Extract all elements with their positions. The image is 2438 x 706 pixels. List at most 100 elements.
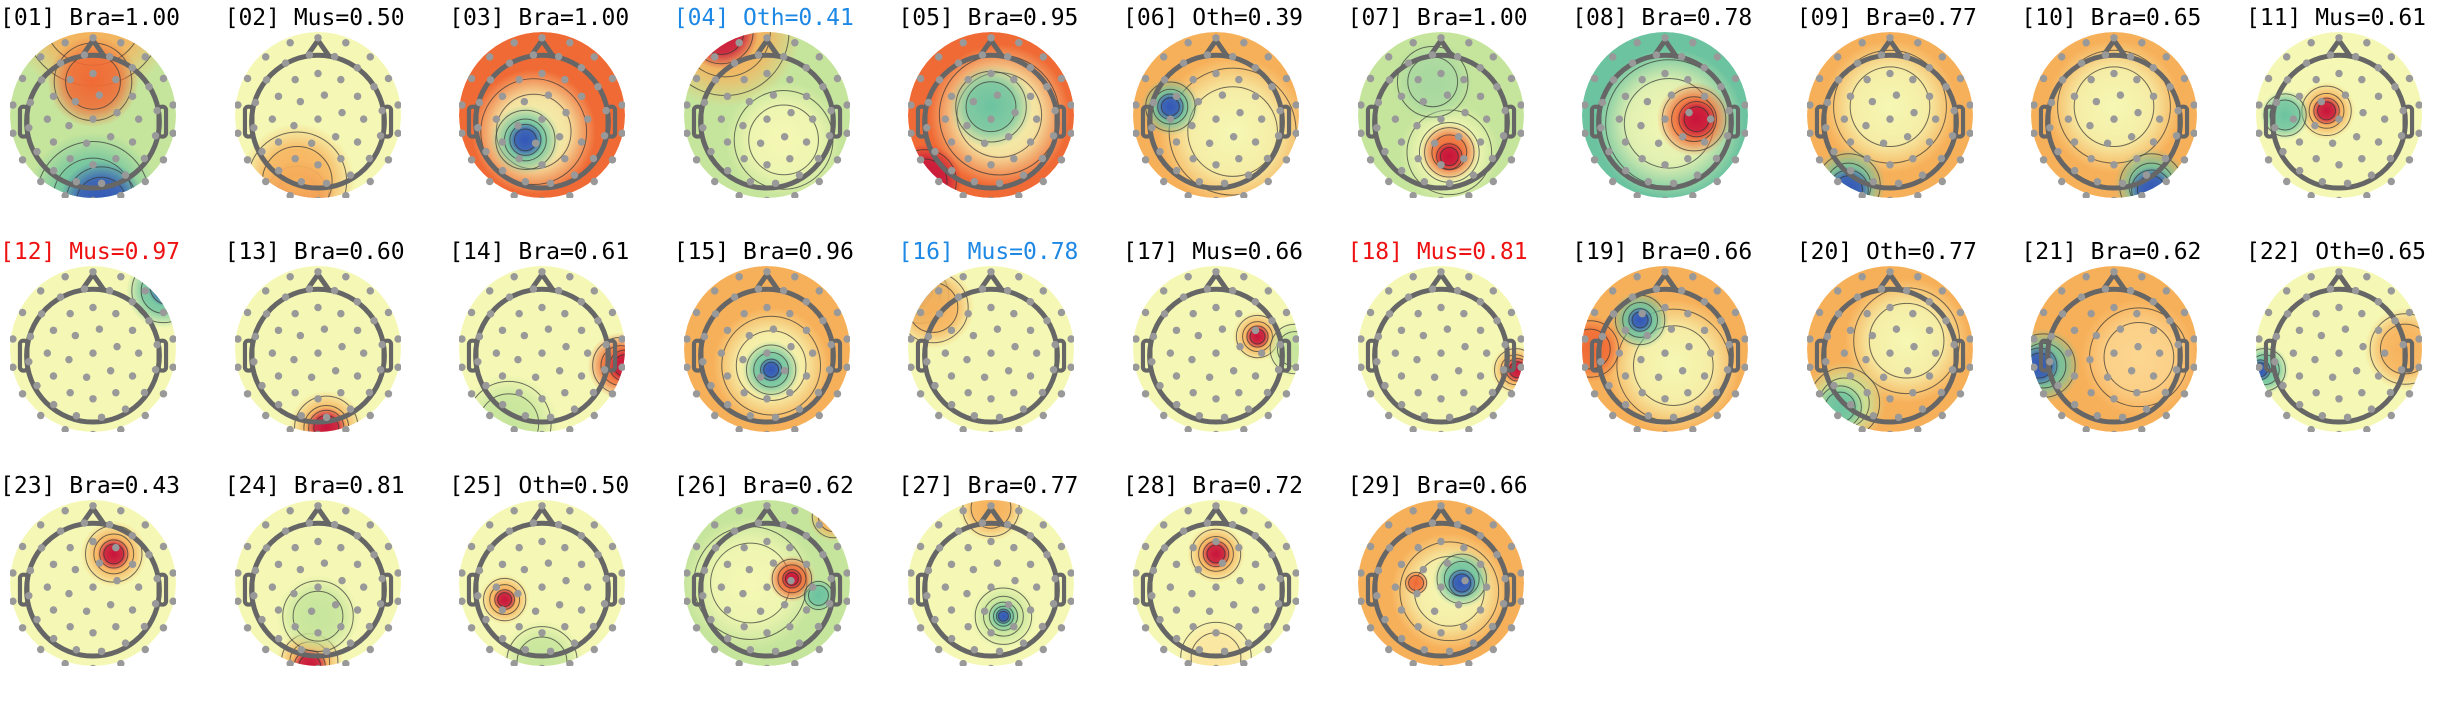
electrode: [763, 629, 771, 637]
electrode: [2048, 98, 2056, 107]
electrode: [2264, 308, 2273, 317]
electrode: [566, 659, 574, 666]
electrode: [2040, 74, 2048, 83]
electrode: [89, 161, 97, 169]
electrode: [1257, 583, 1266, 591]
electrode: [2283, 310, 2292, 318]
electrode: [2138, 38, 2146, 47]
electrode: [291, 154, 299, 163]
electrode: [538, 115, 546, 123]
electrode: [2387, 411, 2396, 420]
electrode: [1918, 405, 1927, 413]
topomap-blob: [995, 607, 1013, 625]
electrode: [1948, 132, 1957, 140]
electrode: [1652, 285, 1661, 293]
electrode: [1815, 308, 1824, 317]
electrode: [1678, 52, 1686, 61]
topomap-blob: [1446, 568, 1477, 598]
electrode: [1892, 91, 1900, 99]
electrode: [82, 139, 91, 147]
electrode: [151, 132, 160, 140]
electrode: [808, 349, 817, 357]
electrode: [1712, 154, 1721, 163]
electrode: [1713, 411, 1722, 420]
electrode: [97, 413, 106, 422]
electrode: [1218, 325, 1227, 333]
electrode: [756, 139, 765, 147]
electrode: [475, 566, 484, 575]
electrode: [1067, 101, 1075, 109]
electrode: [268, 583, 276, 591]
electrode: [514, 355, 522, 364]
electrode: [2046, 357, 2054, 366]
electrode: [1184, 425, 1192, 432]
electrode: [18, 308, 27, 317]
electrode: [2156, 349, 2164, 357]
electrode: [589, 622, 598, 631]
component-label: [24] Bra=0.81: [224, 473, 405, 499]
electrode: [297, 177, 305, 186]
electrode: [802, 138, 811, 146]
electrode: [1184, 659, 1192, 666]
electrode: [2272, 332, 2281, 341]
electrode: [66, 622, 74, 631]
electrode: [1886, 69, 1894, 78]
electrode: [935, 645, 943, 654]
electrode: [2312, 75, 2320, 84]
electrode: [2150, 326, 2158, 335]
electrode: [1020, 639, 1028, 647]
electrode: [833, 74, 841, 83]
electrode: [908, 569, 916, 577]
component-label: [08] Bra=0.78: [1572, 5, 1753, 31]
electrode: [730, 293, 739, 301]
electrode: [1409, 506, 1417, 515]
electrode: [763, 349, 771, 357]
electrode: [2283, 76, 2292, 84]
electrode: [1966, 101, 1973, 109]
electrode: [49, 560, 58, 569]
electrode: [618, 335, 626, 343]
electrode: [964, 388, 973, 397]
electrode: [2405, 74, 2414, 83]
electrode: [1212, 303, 1220, 312]
electrode: [2363, 191, 2371, 198]
electrode: [1717, 316, 1725, 325]
electrode: [1159, 521, 1168, 529]
electrode: [700, 332, 708, 341]
electrode: [955, 293, 963, 301]
electrode: [683, 597, 691, 606]
electrode: [1015, 425, 1023, 432]
electrode: [808, 115, 817, 123]
electrode: [1148, 123, 1156, 132]
electrode: [2102, 51, 2110, 59]
electrode: [249, 357, 258, 366]
contour-line: [975, 587, 1033, 645]
electrode: [1918, 171, 1927, 179]
electrode: [988, 196, 995, 198]
electrode: [61, 38, 69, 47]
electrode: [917, 624, 925, 632]
electrode: [274, 372, 282, 380]
electrode: [1605, 381, 1613, 390]
electrode: [105, 286, 114, 295]
electrode: [117, 425, 125, 432]
electrode: [393, 101, 401, 109]
electrode: [376, 132, 384, 140]
electrode: [1141, 156, 1150, 164]
electrode: [1476, 560, 1484, 569]
electrode: [2256, 101, 2263, 109]
electrode: [1815, 74, 1824, 83]
electrode: [1159, 645, 1168, 654]
electrode: [1693, 171, 1702, 179]
electrode: [1409, 272, 1417, 281]
contour-line: [1671, 96, 1718, 143]
electrode: [1492, 82, 1501, 91]
electrode: [1858, 425, 1866, 432]
electrode: [2071, 326, 2079, 335]
electrode: [698, 123, 707, 132]
electrode: [683, 363, 691, 372]
contour-line: [983, 595, 1025, 637]
electrode: [1414, 309, 1422, 318]
electrode: [1282, 390, 1291, 398]
electrode: [815, 521, 823, 529]
